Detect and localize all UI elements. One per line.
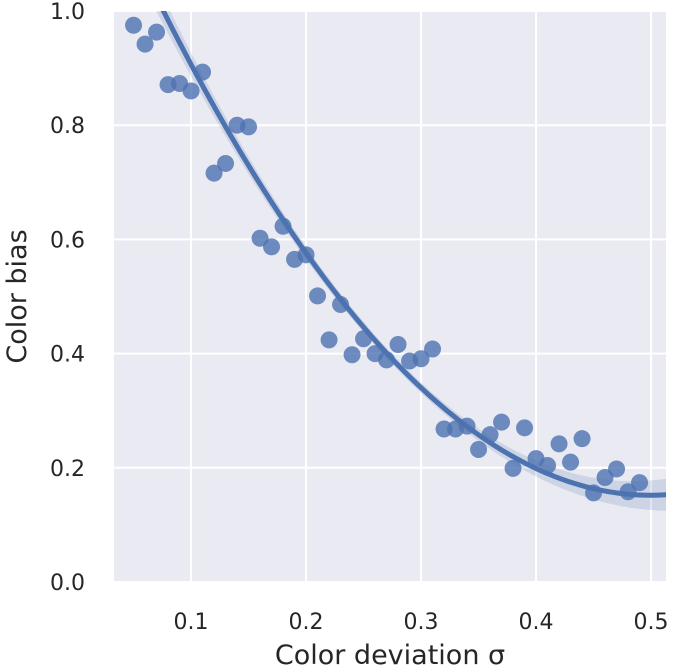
y-tick-label: 0.2 <box>50 457 85 482</box>
data-point <box>136 35 154 53</box>
plot-area <box>114 11 666 582</box>
y-tick-label: 0.6 <box>50 228 85 253</box>
x-tick-label: 0.1 <box>174 610 209 635</box>
data-point <box>631 474 649 492</box>
data-point <box>389 335 407 353</box>
data-point <box>148 23 166 41</box>
data-point <box>412 350 430 368</box>
data-point <box>205 164 223 182</box>
x-tick-label: 0.3 <box>404 610 439 635</box>
data-point <box>470 441 488 459</box>
y-tick-label: 0.0 <box>50 571 85 596</box>
data-point <box>240 118 258 136</box>
x-tick-label: 0.4 <box>519 610 554 635</box>
gridlines <box>114 10 666 583</box>
data-point <box>182 82 200 100</box>
regression-line <box>160 11 666 498</box>
data-point <box>309 287 327 305</box>
x-axis-label: Color deviation σ <box>275 640 505 669</box>
y-axis-ticks: 0.0 0.2 0.4 0.6 0.8 1.0 <box>50 0 85 596</box>
data-point <box>516 419 534 437</box>
y-tick-label: 1.0 <box>50 0 85 25</box>
data-point <box>573 430 591 448</box>
data-point <box>424 340 442 358</box>
data-point <box>608 460 626 478</box>
data-point <box>550 435 568 453</box>
data-point <box>217 154 235 172</box>
y-tick-label: 0.4 <box>50 343 85 368</box>
data-point <box>332 295 350 313</box>
x-tick-label: 0.5 <box>634 610 669 635</box>
x-tick-label: 0.2 <box>289 610 324 635</box>
data-point <box>504 459 522 477</box>
data-point <box>343 346 361 364</box>
scatter-points <box>125 16 649 502</box>
x-axis-ticks: 0.1 0.2 0.3 0.4 0.5 <box>174 610 669 635</box>
data-point <box>320 331 338 349</box>
data-point <box>562 453 580 471</box>
y-axis-label: Color bias <box>2 229 33 363</box>
data-point <box>493 413 511 431</box>
data-point <box>125 16 143 34</box>
y-tick-label: 0.8 <box>50 114 85 139</box>
data-point <box>263 238 281 256</box>
